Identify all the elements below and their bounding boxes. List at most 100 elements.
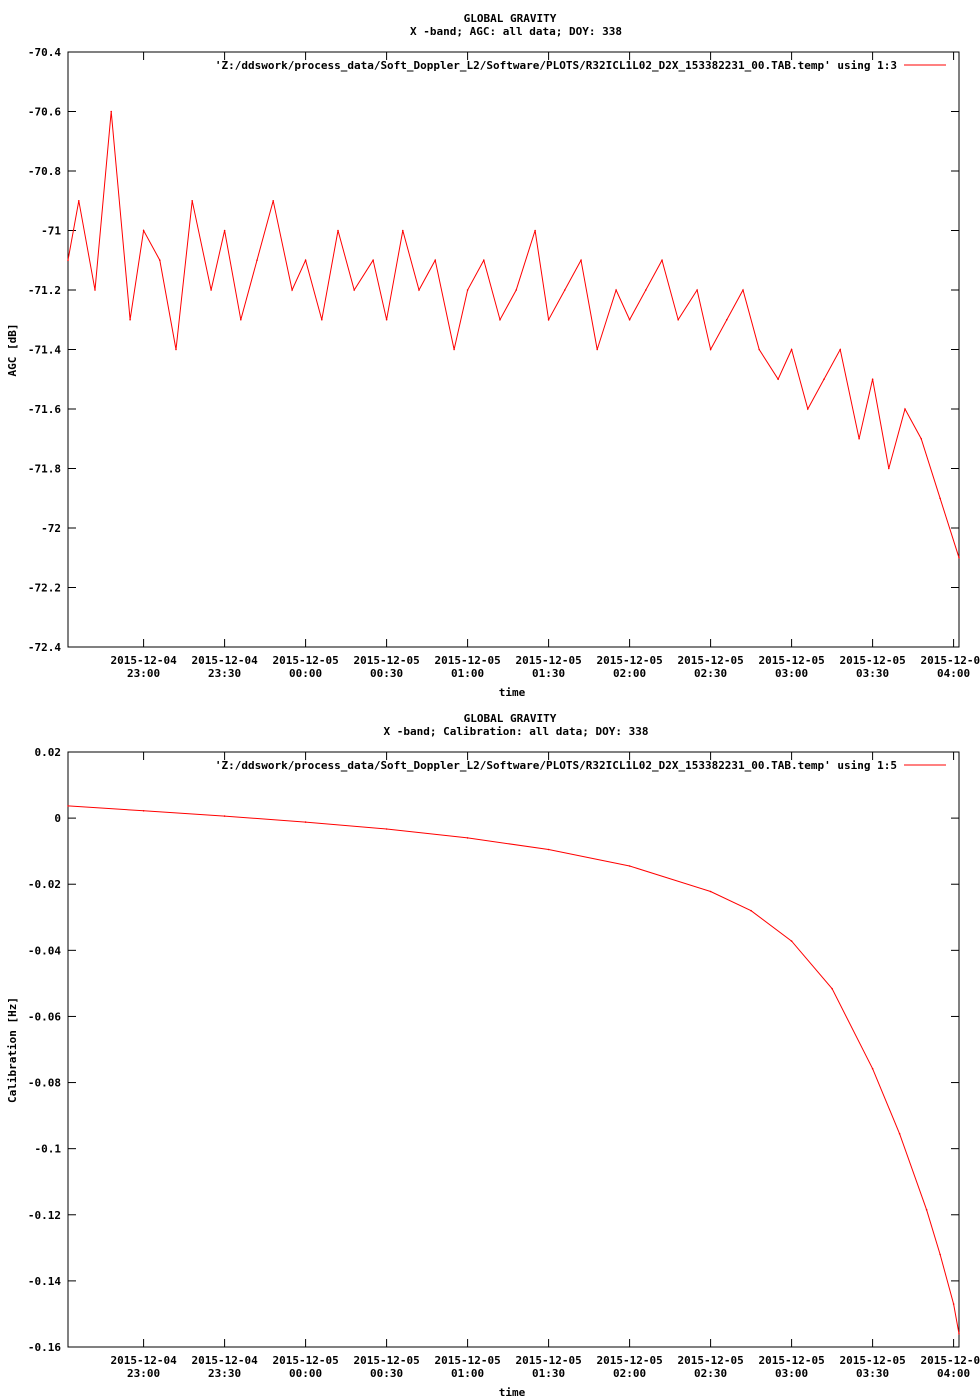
data-point — [434, 259, 437, 262]
data-point — [596, 348, 598, 351]
y-tick-label: -72.4 — [28, 641, 61, 654]
data-point — [958, 556, 960, 559]
y-tick-label: -71.4 — [28, 344, 61, 357]
data-point — [372, 259, 374, 262]
y-tick-label: -0.12 — [28, 1209, 61, 1222]
y-tick-label: -0.16 — [28, 1341, 61, 1354]
x-tick-date-label: 2015-12-05 — [920, 1354, 980, 1367]
x-tick-date-label: 2015-12-05 — [515, 1354, 581, 1367]
data-point — [615, 289, 617, 291]
data-point — [952, 1303, 955, 1305]
y-tick-label: 0 — [54, 812, 61, 825]
data-point — [709, 890, 712, 893]
x-tick-time-label: 03:30 — [856, 667, 889, 680]
x-tick-time-label: 00:30 — [370, 667, 403, 680]
data-point — [256, 259, 258, 262]
x-axis-label: time — [499, 686, 526, 699]
x-tick-time-label: 03:30 — [856, 1367, 889, 1380]
data-point — [223, 815, 226, 817]
data-point — [750, 909, 752, 912]
x-tick-date-label: 2015-12-05 — [758, 1354, 824, 1367]
data-point — [898, 1133, 901, 1135]
data-point — [871, 1067, 874, 1070]
data-point — [777, 378, 779, 381]
y-tick-label: -0.08 — [28, 1077, 61, 1090]
x-tick-time-label: 00:00 — [289, 1367, 322, 1380]
data-point — [709, 348, 712, 351]
series-agc — [67, 110, 960, 559]
x-tick-date-label: 2015-12-05 — [515, 654, 581, 667]
data-point — [547, 318, 550, 321]
x-tick-time-label: 23:00 — [127, 1367, 160, 1380]
data-point — [453, 348, 455, 351]
y-tick-label: -0.06 — [28, 1010, 61, 1023]
data-point — [580, 259, 582, 262]
y-tick-label: -71.8 — [28, 463, 61, 476]
data-point — [385, 828, 388, 830]
plot-frame — [67, 751, 960, 1348]
x-tick-time-label: 01:00 — [451, 667, 484, 680]
x-tick-time-label: 00:00 — [289, 667, 322, 680]
data-point — [418, 289, 420, 291]
data-point — [925, 1209, 928, 1211]
x-tick-time-label: 02:30 — [694, 667, 727, 680]
data-point — [142, 229, 145, 232]
data-point — [515, 289, 517, 291]
series-calibration — [67, 805, 960, 1335]
data-point — [920, 437, 922, 440]
x-tick-time-label: 02:00 — [613, 1367, 646, 1380]
data-point — [385, 318, 388, 321]
chart-subtitle: X -band; Calibration: all data; DOY: 338 — [384, 725, 649, 738]
x-tick-date-label: 2015-12-04 — [191, 654, 258, 667]
chart-title: GLOBAL GRAVITY — [464, 712, 557, 725]
agc-chart: GLOBAL GRAVITY X -band; AGC: all data; D… — [6, 12, 980, 699]
data-point — [291, 289, 293, 291]
y-tick-label: -71 — [41, 225, 61, 238]
x-tick-date-label: 2015-12-05 — [839, 1354, 905, 1367]
data-point — [67, 805, 69, 807]
data-point — [466, 837, 469, 839]
y-tick-label: -70.4 — [28, 46, 61, 59]
chart-subtitle: X -band; AGC: all data; DOY: 338 — [410, 25, 622, 38]
y-tick-label: -71.6 — [28, 403, 61, 416]
data-point — [858, 437, 860, 440]
data-point — [175, 348, 177, 351]
data-point — [191, 200, 193, 202]
x-tick-time-label: 23:30 — [208, 1367, 241, 1380]
x-axis: 2015-12-0423:002015-12-0423:302015-12-05… — [110, 752, 980, 1380]
x-tick-time-label: 03:00 — [775, 667, 808, 680]
legend-label: 'Z:/ddswork/process_data/Soft_Doppler_L2… — [215, 759, 897, 772]
x-tick-time-label: 01:30 — [532, 667, 565, 680]
x-tick-time-label: 04:00 — [937, 1367, 970, 1380]
y-axis: -70.4 -70.6 -70.8 -71 -71.2 -71.4 -71.6 -71.8 -7… — [28, 46, 959, 654]
y-tick-label: -0.02 — [28, 878, 61, 891]
calibration-chart: GLOBAL GRAVITY X -band; Calibration: all… — [6, 712, 980, 1399]
data-point — [78, 200, 80, 202]
data-point — [304, 821, 307, 823]
x-tick-time-label: 01:30 — [532, 1367, 565, 1380]
data-point — [129, 318, 131, 321]
data-point — [871, 378, 874, 381]
x-tick-date-label: 2015-12-05 — [677, 654, 743, 667]
y-tick-label: -0.04 — [28, 944, 61, 957]
x-tick-time-label: 23:00 — [127, 667, 160, 680]
y-tick-label: -72.2 — [28, 582, 61, 595]
x-tick-date-label: 2015-12-05 — [353, 654, 419, 667]
data-point — [321, 318, 323, 321]
data-point — [142, 810, 145, 812]
y-tick-label: -70.6 — [28, 106, 61, 119]
data-point — [888, 467, 890, 470]
x-tick-time-label: 00:30 — [370, 1367, 403, 1380]
data-point — [337, 229, 339, 232]
data-point — [534, 229, 536, 232]
data-point — [402, 229, 404, 232]
data-point — [904, 408, 906, 410]
x-axis: 2015-12-0423:002015-12-0423:302015-12-05… — [110, 52, 980, 680]
series-line — [67, 111, 960, 558]
data-point — [223, 229, 226, 232]
y-tick-label: 0.02 — [35, 746, 62, 759]
y-axis-label: AGC [dB] — [6, 324, 19, 377]
data-point — [272, 200, 275, 202]
data-point — [499, 318, 501, 321]
